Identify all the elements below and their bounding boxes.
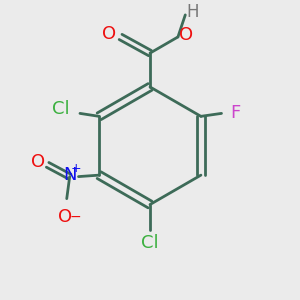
Text: F: F (230, 104, 241, 122)
Text: O: O (31, 154, 45, 172)
Text: −: − (69, 210, 81, 224)
Text: O: O (58, 208, 72, 226)
Text: +: + (71, 162, 82, 175)
Text: Cl: Cl (52, 100, 70, 118)
Text: N: N (63, 166, 76, 184)
Text: O: O (179, 26, 194, 44)
Text: Cl: Cl (141, 234, 159, 252)
Text: H: H (187, 3, 199, 21)
Text: O: O (102, 25, 116, 43)
